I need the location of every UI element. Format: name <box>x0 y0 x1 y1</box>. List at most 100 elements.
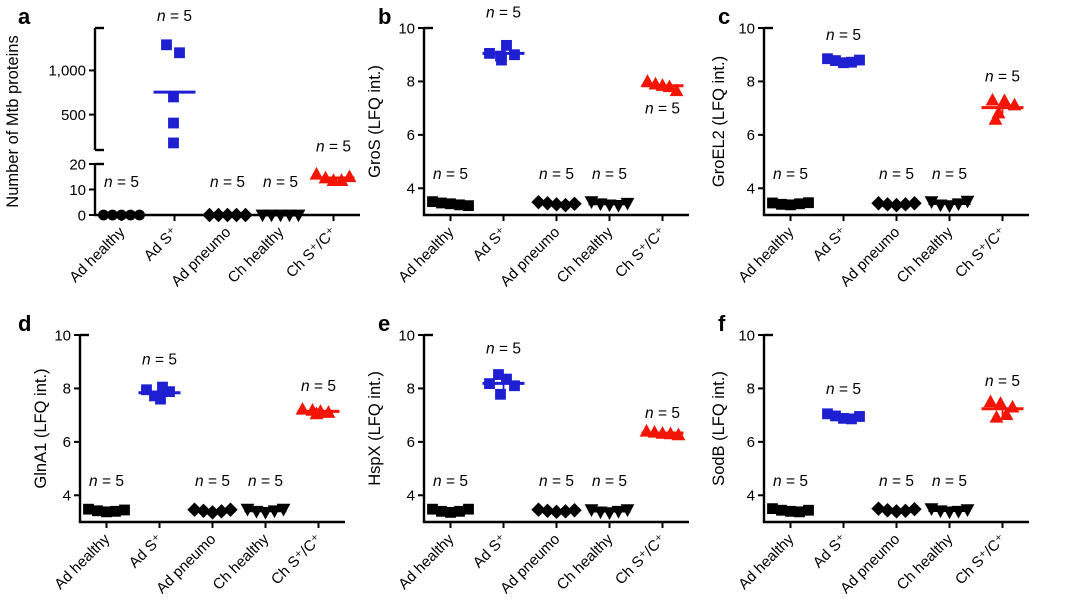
data-point <box>988 112 1003 125</box>
data-point <box>620 504 635 518</box>
x-category-label: Ad healthy <box>395 223 457 285</box>
data-point <box>880 197 895 212</box>
y-tick-label: 8 <box>747 381 755 398</box>
n-count-label: n = 5 <box>879 166 914 183</box>
x-category-label: Ad S⁺ <box>470 531 511 572</box>
data-point <box>454 505 465 517</box>
data-point <box>540 503 555 518</box>
y-axis-title: SodB (LFQ int.) <box>710 371 728 486</box>
data-point <box>463 503 474 515</box>
data-point <box>960 504 975 518</box>
data-point <box>989 409 1004 423</box>
data-point <box>484 378 495 390</box>
n-count-label: n = 5 <box>263 174 298 191</box>
data-point <box>880 503 895 518</box>
data-point <box>924 196 939 209</box>
data-point <box>101 506 112 518</box>
n-count-label: n = 5 <box>879 473 914 490</box>
data-point <box>907 196 922 211</box>
y-tick-label: 10 <box>69 182 86 199</box>
data-point <box>785 199 796 211</box>
data-point <box>493 369 504 380</box>
scatter-plot-b: 4 6 8 10 GroS (LFQ int.) Ad healthy n = 5 Ad S⁺… <box>366 4 689 290</box>
data-point <box>318 170 333 184</box>
data-point <box>155 393 166 405</box>
data-point <box>983 394 998 408</box>
data-point <box>164 386 175 398</box>
x-category-label: Ad S⁺ <box>470 224 511 265</box>
data-point <box>229 207 244 223</box>
n-count-label: n = 5 <box>826 27 861 44</box>
y-tick-label: 6 <box>407 127 415 144</box>
x-category-label: Ch healthy <box>894 223 957 286</box>
data-point <box>671 427 686 441</box>
y-tick-label: 6 <box>63 434 71 451</box>
data-point <box>309 166 324 180</box>
data-point <box>202 207 217 223</box>
y-tick-label: 10 <box>54 327 71 344</box>
y-tick-label: 10 <box>738 327 755 344</box>
x-category-label: Ch healthy <box>225 223 288 286</box>
data-point <box>291 209 306 223</box>
x-category-label: Ch S⁺/C⁺ <box>268 531 325 588</box>
n-count-label: n = 5 <box>645 100 680 117</box>
data-point <box>846 56 857 68</box>
x-category-label: Ad healthy <box>51 530 113 592</box>
data-point <box>993 396 1008 409</box>
x-category-label: Ad S⁺ <box>810 224 851 265</box>
data-point <box>602 507 617 520</box>
data-point <box>134 209 145 221</box>
n-count-label: n = 5 <box>932 473 967 490</box>
data-point <box>168 91 179 103</box>
data-point <box>960 195 975 209</box>
x-category-label: Ad healthy <box>735 530 797 592</box>
y-tick-label: 20 <box>69 156 86 173</box>
data-point <box>98 209 109 221</box>
data-point <box>985 92 1000 106</box>
data-point <box>255 209 270 223</box>
data-point <box>785 505 796 517</box>
data-point <box>205 505 220 520</box>
n-count-label: n = 5 <box>932 166 967 183</box>
data-point <box>776 198 787 210</box>
panel-c: c 4 6 8 10 GroEL2 (LFQ int.) Ad healthy n = 5 A… <box>700 0 1080 307</box>
y-tick-label: 1,000 <box>48 63 86 80</box>
data-point <box>119 504 130 516</box>
n-count-label: n = 5 <box>645 405 680 422</box>
data-point <box>889 197 904 213</box>
y-axis-title: GroS (LFQ int.) <box>366 65 384 178</box>
n-count-label: n = 5 <box>157 8 192 25</box>
y-tick-label: 4 <box>747 488 755 505</box>
data-point <box>558 504 573 519</box>
data-point <box>567 503 582 518</box>
scatter-plot-a: 500 1,000 0 10 20 Number of Mtb proteins Ad he… <box>4 8 360 290</box>
scatter-plot-e: 4 6 8 10 HspX (LFQ int.) Ad healthy n = 5 Ad S⁺… <box>366 327 689 597</box>
data-point <box>549 197 564 212</box>
y-tick-label: 6 <box>747 127 755 144</box>
data-point <box>334 173 349 186</box>
y-tick-label: 4 <box>63 488 71 505</box>
data-point <box>258 506 273 520</box>
x-category-label: Ch S⁺/C⁺ <box>612 224 669 281</box>
y-tick-label: 4 <box>407 181 415 198</box>
data-point <box>161 39 172 51</box>
y-axis-title: Number of Mtb proteins <box>4 35 22 207</box>
data-point <box>822 53 833 65</box>
data-point <box>273 209 288 223</box>
x-category-label: Ch S⁺/C⁺ <box>612 531 669 588</box>
data-point <box>295 401 310 415</box>
x-category-label: Ch S⁺/C⁺ <box>952 224 1009 281</box>
data-point <box>436 505 447 517</box>
panel-letter-d: d <box>18 311 32 336</box>
n-count-label: n = 5 <box>592 166 627 183</box>
data-point <box>611 505 626 519</box>
data-point <box>1005 399 1020 413</box>
x-category-label: Ch S⁺/C⁺ <box>283 224 340 281</box>
data-point <box>951 198 966 212</box>
data-point <box>454 199 465 211</box>
n-count-label: n = 5 <box>486 341 521 358</box>
y-tick-label: 10 <box>398 327 415 344</box>
data-point <box>427 503 438 515</box>
data-point <box>898 503 913 518</box>
y-tick-label: 8 <box>747 74 755 91</box>
